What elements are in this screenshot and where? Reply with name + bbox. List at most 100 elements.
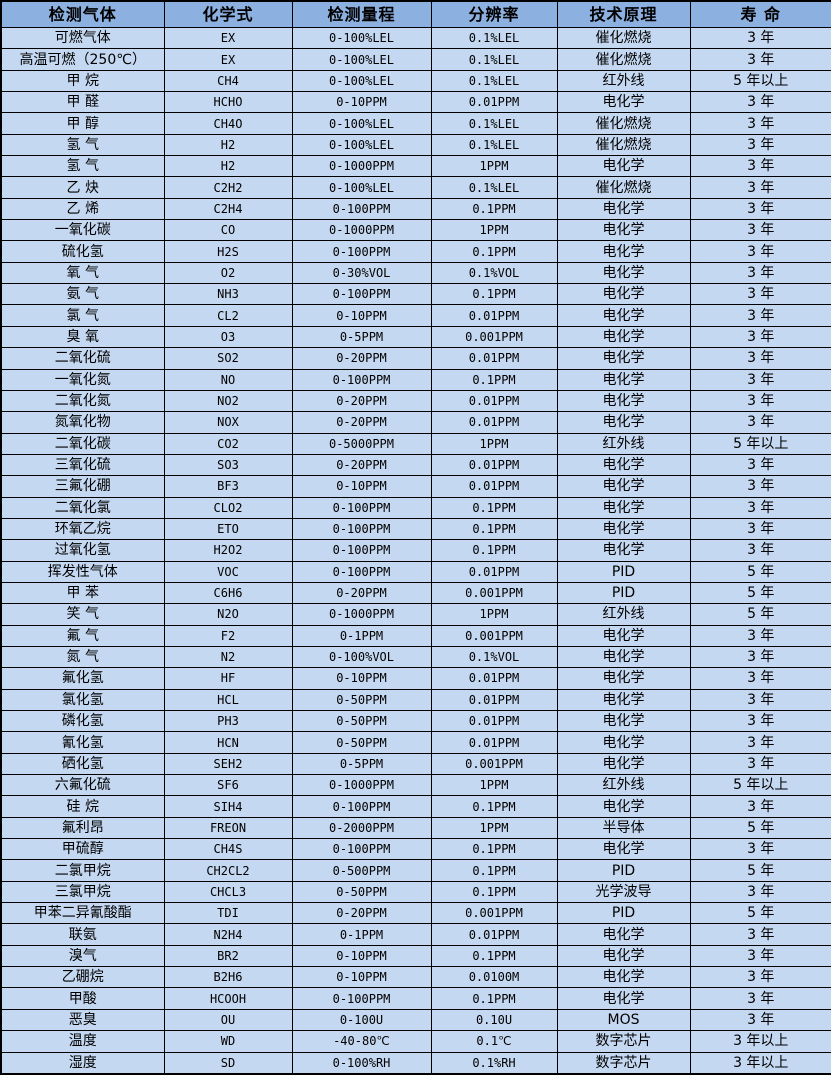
cell-gas-name: 乙 烯 <box>0 197 165 221</box>
cell-gas-name: 硒化氢 <box>0 752 165 776</box>
cell-detection-range: 0-5PPM <box>291 752 432 776</box>
cell-chemical-formula: O3 <box>163 325 293 349</box>
cell-detection-range: 0-1000PPM <box>291 774 432 797</box>
cell-lifespan: 3 年 <box>689 966 831 989</box>
cell-lifespan: 3 年以上 <box>689 1030 831 1053</box>
cell-detection-range: 0-100%LEL <box>291 112 432 135</box>
cell-chemical-formula: WD <box>163 1030 293 1053</box>
cell-detection-range: 0-2000PPM <box>291 816 432 840</box>
cell-resolution: 0.1%LEL <box>430 112 558 135</box>
cell-chemical-formula: CLO2 <box>163 496 293 519</box>
cell-detection-range: 0-20PPM <box>291 902 432 925</box>
cell-gas-name: 一氧化氮 <box>0 368 165 391</box>
cell-lifespan: 3 年 <box>689 155 831 178</box>
cell-technology-principle: 红外线 <box>556 69 691 93</box>
cell-lifespan: 3 年 <box>689 944 831 968</box>
cell-gas-name: 臭 氧 <box>0 325 165 349</box>
cell-resolution: 0.01PPM <box>430 667 558 690</box>
cell-lifespan: 5 年 <box>689 603 831 626</box>
cell-chemical-formula: SF6 <box>163 774 293 797</box>
cell-chemical-formula: NOX <box>163 411 293 434</box>
cell-resolution: 0.01PPM <box>430 731 558 754</box>
cell-resolution: 0.001PPM <box>430 581 558 605</box>
table-row: 过氧化氢 H2O2 0-100PPM 0.1PPM 电化学 3 年 <box>0 539 831 562</box>
cell-technology-principle: 电化学 <box>556 731 691 754</box>
cell-gas-name: 氰化氢 <box>0 731 165 754</box>
cell-detection-range: 0-100%VOL <box>291 645 432 669</box>
cell-chemical-formula: C2H2 <box>163 176 293 199</box>
cell-gas-name: 甲硫醇 <box>0 838 165 861</box>
cell-technology-principle: 电化学 <box>556 347 691 370</box>
table-row: 二氧化碳 CO2 0-5000PPM 1PPM 红外线 5 年以上 <box>0 432 831 455</box>
cell-detection-range: 0-100PPM <box>291 517 432 541</box>
cell-resolution: 1PPM <box>430 603 558 626</box>
cell-gas-name: 硅 烷 <box>0 795 165 818</box>
cell-gas-name: 三氯甲烷 <box>0 880 165 904</box>
cell-chemical-formula: PH3 <box>163 709 293 733</box>
table-body: 可燃气体 EX 0-100%LEL 0.1%LEL 催化燃烧 3 年高温可燃（250℃） E… <box>0 26 831 1075</box>
cell-technology-principle: MOS <box>556 1008 691 1032</box>
cell-technology-principle: 电化学 <box>556 966 691 989</box>
cell-technology-principle: PID <box>556 581 691 605</box>
cell-technology-principle: 电化学 <box>556 496 691 519</box>
cell-technology-principle: 电化学 <box>556 709 691 733</box>
cell-gas-name: 硫化氢 <box>0 240 165 263</box>
cell-detection-range: 0-5000PPM <box>291 432 432 455</box>
cell-resolution: 0.1%LEL <box>430 69 558 93</box>
table-row: 氢 气 H2 0-1000PPM 1PPM 电化学 3 年 <box>0 155 831 178</box>
cell-resolution: 1PPM <box>430 432 558 455</box>
table-row: 联氨 N2H4 0-1PPM 0.01PPM 电化学 3 年 <box>0 923 831 946</box>
cell-gas-name: 挥发性气体 <box>0 560 165 583</box>
table-row: 六氟化硫 SF6 0-1000PPM 1PPM 红外线 5 年以上 <box>0 774 831 797</box>
cell-technology-principle: 催化燃烧 <box>556 48 691 71</box>
cell-chemical-formula: CHCL3 <box>163 880 293 904</box>
cell-lifespan: 3 年 <box>689 453 831 477</box>
cell-technology-principle: 电化学 <box>556 667 691 690</box>
cell-detection-range: 0-10PPM <box>291 944 432 968</box>
cell-chemical-formula: C2H4 <box>163 197 293 221</box>
cell-gas-name: 甲 醇 <box>0 112 165 135</box>
cell-resolution: 0.1PPM <box>430 880 558 904</box>
cell-resolution: 0.01PPM <box>430 304 558 327</box>
cell-lifespan: 3 年 <box>689 304 831 327</box>
table-row: 三氯甲烷 CHCL3 0-50PPM 0.1PPM 光学波导 3 年 <box>0 880 831 904</box>
cell-resolution: 0.001PPM <box>430 752 558 776</box>
cell-technology-principle: 电化学 <box>556 304 691 327</box>
cell-technology-principle: 催化燃烧 <box>556 133 691 157</box>
cell-chemical-formula: NO2 <box>163 389 293 413</box>
cell-lifespan: 3 年 <box>689 880 831 904</box>
cell-lifespan: 5 年 <box>689 560 831 583</box>
table-row: 甲酸 HCOOH 0-100PPM 0.1PPM 电化学 3 年 <box>0 987 831 1010</box>
cell-gas-name: 笑 气 <box>0 603 165 626</box>
cell-detection-range: 0-100U <box>291 1008 432 1032</box>
cell-lifespan: 3 年 <box>689 709 831 733</box>
cell-gas-name: 氟化氢 <box>0 667 165 690</box>
cell-lifespan: 3 年 <box>689 795 831 818</box>
cell-detection-range: 0-30%VOL <box>291 261 432 285</box>
cell-detection-range: 0-5PPM <box>291 325 432 349</box>
cell-chemical-formula: C6H6 <box>163 581 293 605</box>
cell-lifespan: 5 年以上 <box>689 69 831 93</box>
cell-detection-range: 0-100PPM <box>291 240 432 263</box>
cell-resolution: 0.0100M <box>430 966 558 989</box>
cell-chemical-formula: N2H4 <box>163 923 293 946</box>
cell-gas-name: 甲 烷 <box>0 69 165 93</box>
cell-chemical-formula: O2 <box>163 261 293 285</box>
cell-lifespan: 3 年 <box>689 987 831 1010</box>
cell-chemical-formula: CH4O <box>163 112 293 135</box>
cell-resolution: 0.01PPM <box>430 91 558 114</box>
cell-technology-principle: 电化学 <box>556 219 691 242</box>
cell-gas-name: 二氧化碳 <box>0 432 165 455</box>
cell-chemical-formula: HCOOH <box>163 987 293 1010</box>
cell-lifespan: 3 年 <box>689 645 831 669</box>
cell-detection-range: 0-10PPM <box>291 475 432 498</box>
cell-lifespan: 3 年 <box>689 389 831 413</box>
cell-resolution: 0.1PPM <box>430 838 558 861</box>
cell-detection-range: 0-10PPM <box>291 966 432 989</box>
cell-detection-range: 0-100PPM <box>291 795 432 818</box>
cell-chemical-formula: CO2 <box>163 432 293 455</box>
cell-lifespan: 3 年 <box>689 496 831 519</box>
cell-chemical-formula: VOC <box>163 560 293 583</box>
cell-detection-range: 0-10PPM <box>291 667 432 690</box>
cell-lifespan: 3 年 <box>689 347 831 370</box>
